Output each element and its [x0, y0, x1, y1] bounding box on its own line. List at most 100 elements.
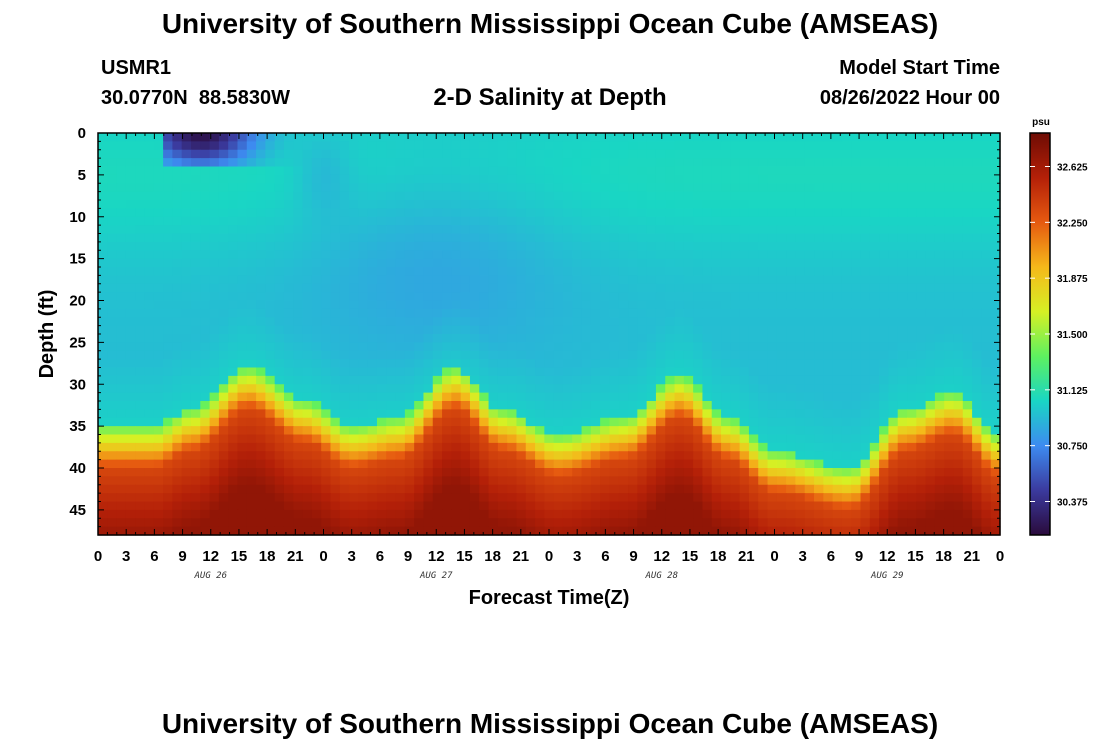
heatmap-cell [581, 275, 592, 285]
heatmap-cell [283, 233, 294, 243]
heatmap-cell [469, 501, 480, 511]
heatmap-cell [907, 317, 917, 327]
heatmap-cell [823, 141, 834, 151]
heatmap-cell [962, 476, 973, 486]
heatmap-cell [981, 166, 992, 176]
heatmap-cell [367, 518, 378, 528]
heatmap-cell [107, 526, 118, 536]
heatmap-cell [758, 208, 769, 218]
heatmap-cell [181, 133, 192, 142]
heatmap-cell [990, 158, 1001, 168]
heatmap-cell [172, 526, 183, 536]
heatmap-cell [460, 501, 471, 511]
heatmap-cell [302, 442, 313, 452]
heatmap-cell [525, 166, 536, 176]
heatmap-cell [907, 233, 917, 243]
heatmap-cell [237, 208, 248, 218]
heatmap-cell [600, 317, 611, 327]
heatmap-cell [618, 409, 629, 419]
heatmap-cell [228, 275, 239, 285]
heatmap-cell [423, 359, 434, 369]
x-tick-label: 21 [287, 548, 304, 565]
heatmap-cell [721, 509, 731, 519]
heatmap-cell [107, 392, 118, 402]
heatmap-cell [311, 476, 322, 486]
heatmap-cell [879, 442, 890, 452]
heatmap-cell [256, 250, 266, 260]
heatmap-cell [125, 208, 136, 218]
heatmap-cell [163, 158, 173, 168]
heatmap-cell [758, 267, 769, 276]
heatmap-cell [814, 342, 824, 352]
heatmap-cell [414, 401, 425, 410]
heatmap-cell [693, 476, 704, 486]
heatmap-cell [218, 250, 229, 260]
heatmap-cell [358, 484, 369, 494]
heatmap-cell [869, 509, 880, 519]
heatmap-cell [181, 375, 192, 385]
heatmap-cell [98, 476, 108, 486]
heatmap-cell [544, 141, 555, 151]
heatmap-cell [525, 342, 536, 352]
heatmap-cell [153, 359, 164, 369]
heatmap-cell [609, 225, 620, 235]
heatmap-cell [944, 451, 955, 461]
heatmap-cell [153, 166, 164, 176]
heatmap-cell [730, 149, 741, 159]
heatmap-cell [516, 442, 527, 452]
heatmap-cell [897, 442, 908, 452]
heatmap-cell [851, 484, 862, 494]
heatmap-cell [339, 484, 350, 494]
heatmap-cell [916, 141, 927, 151]
heatmap-cell [144, 258, 155, 268]
heatmap-cell [163, 216, 173, 226]
heatmap-cell [916, 493, 927, 503]
heatmap-cell [479, 250, 490, 260]
heatmap-cell [562, 518, 573, 528]
heatmap-cell [590, 275, 601, 285]
heatmap-cell [163, 166, 173, 176]
heatmap-cell [228, 225, 239, 235]
heatmap-cell [748, 409, 759, 419]
heatmap-cell [135, 300, 146, 310]
heatmap-cell [376, 191, 387, 201]
heatmap-cell [107, 216, 118, 226]
heatmap-cell [711, 518, 722, 528]
heatmap-cell [488, 166, 499, 176]
heatmap-cell [163, 200, 173, 209]
heatmap-cell [600, 250, 611, 260]
heatmap-cell [376, 174, 387, 184]
heatmap-cell [562, 183, 573, 193]
heatmap-cell [851, 200, 862, 209]
heatmap-cell [953, 233, 964, 243]
heatmap-cell [972, 141, 982, 151]
heatmap-cell [618, 509, 629, 519]
heatmap-cell [311, 300, 322, 310]
heatmap-cell [618, 317, 629, 327]
heatmap-cell [228, 526, 239, 536]
heatmap-cell [535, 426, 545, 436]
heatmap-cell [851, 250, 862, 260]
heatmap-cell [386, 133, 397, 142]
heatmap-cell [907, 308, 917, 318]
heatmap-cell [395, 325, 406, 335]
heatmap-cell [628, 183, 638, 193]
heatmap-cell [841, 250, 852, 260]
heatmap-cell [432, 158, 443, 168]
heatmap-cell [981, 367, 992, 377]
heatmap-cell [553, 434, 564, 444]
heatmap-cell [637, 434, 648, 444]
heatmap-cell [404, 158, 415, 168]
heatmap-cell [860, 451, 871, 461]
heatmap-cell [395, 493, 406, 503]
heatmap-cell [321, 141, 332, 151]
heatmap-cell [516, 342, 527, 352]
heatmap-cell [107, 275, 118, 285]
heatmap-cell [172, 409, 183, 419]
heatmap-cell [376, 526, 387, 536]
heatmap-cell [163, 434, 173, 444]
heatmap-cell [748, 267, 759, 276]
heatmap-cell [721, 526, 731, 536]
heatmap-cell [488, 133, 499, 142]
heatmap-cell [925, 468, 936, 477]
